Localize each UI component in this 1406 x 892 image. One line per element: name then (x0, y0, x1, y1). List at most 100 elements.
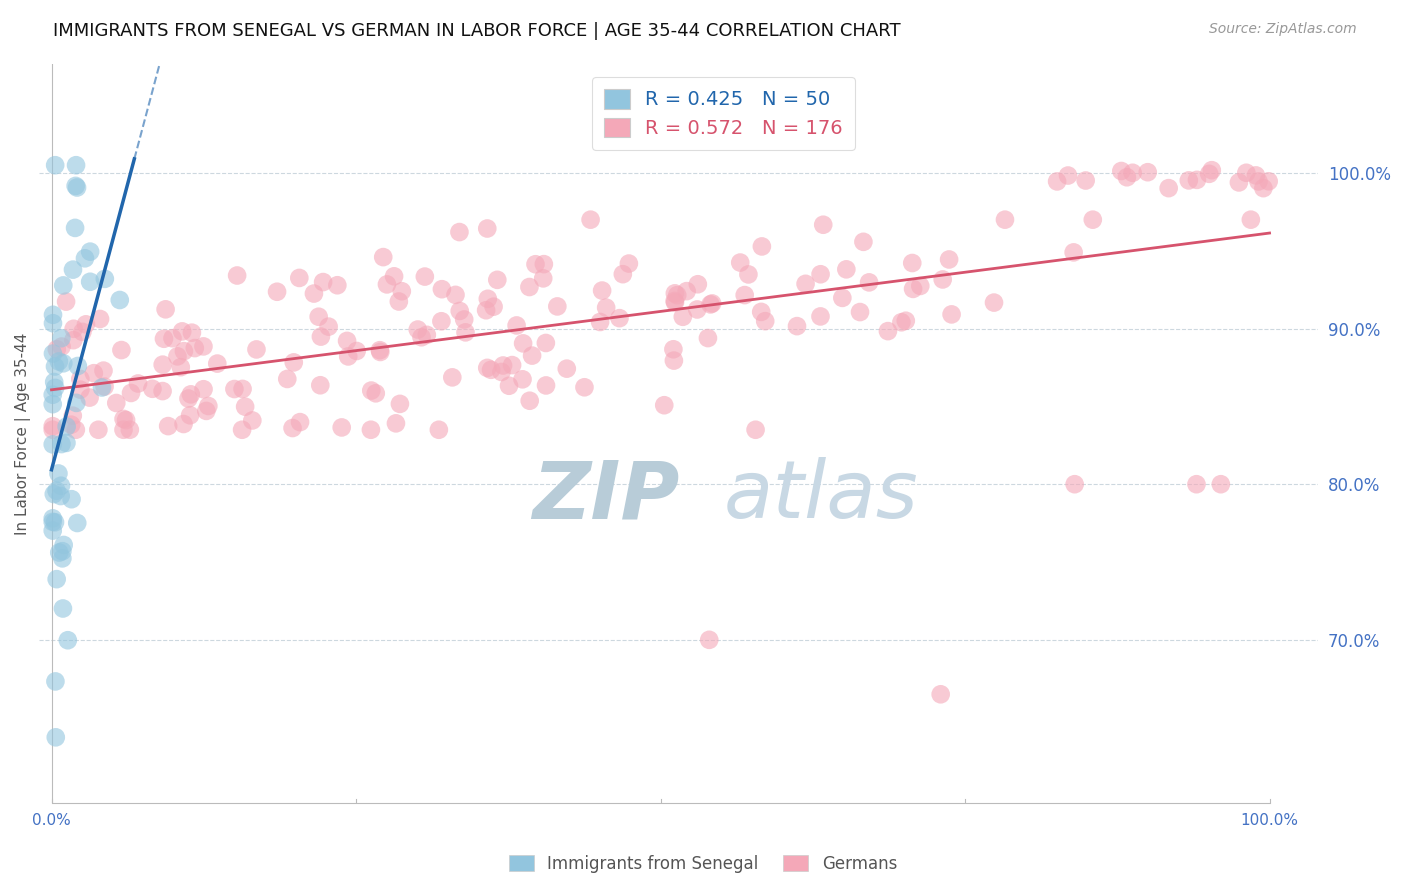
Point (112, 423, 135, 437)
Point (180, 387, 202, 401)
Point (326, 278, 349, 293)
Point (152, 358, 174, 372)
Point (662, 343, 685, 357)
Point (364, 386, 387, 401)
Point (901, 256, 924, 270)
Point (501, 358, 523, 372)
Point (534, 378, 557, 392)
Point (835, 262, 858, 277)
Point (155, 302, 177, 317)
Point (652, 398, 675, 412)
Point (195, 404, 218, 418)
Point (454, 326, 477, 340)
Point (51, 331, 73, 345)
Point (382, 269, 405, 284)
Point (512, 372, 534, 386)
Point (337, 350, 360, 364)
Point (112, 412, 135, 426)
Point (388, 294, 411, 309)
Point (697, 331, 720, 345)
Text: ZIP: ZIP (531, 458, 679, 535)
Point (89, 312, 111, 326)
Point (42, 487, 65, 501)
Point (666, 288, 689, 302)
Point (55, 419, 77, 434)
Point (734, 288, 756, 302)
Point (728, 255, 751, 269)
Point (1122, 166, 1144, 180)
Legend: R = 0.425   N = 50, R = 0.572   N = 176: R = 0.425 N = 50, R = 0.572 N = 176 (592, 77, 855, 150)
Y-axis label: In Labor Force | Age 35-44: In Labor Force | Age 35-44 (15, 333, 31, 535)
Point (1234, 166, 1257, 180)
Point (66, 180, 89, 194)
Point (534, 336, 557, 351)
Point (1247, 174, 1270, 188)
Point (42, 511, 65, 525)
Point (411, 330, 433, 344)
Text: atlas: atlas (724, 458, 918, 535)
Point (360, 423, 382, 437)
Point (94, 272, 117, 286)
Point (52, 278, 75, 293)
Point (180, 326, 202, 340)
Point (336, 334, 359, 348)
Point (591, 284, 613, 298)
Point (430, 314, 453, 328)
Point (66, 516, 89, 530)
Point (108, 293, 131, 307)
Point (62, 409, 84, 423)
Point (901, 282, 924, 296)
Point (1081, 212, 1104, 227)
Point (120, 386, 142, 401)
Point (477, 360, 499, 375)
Point (1111, 164, 1133, 178)
Point (520, 349, 543, 363)
Point (45, 343, 67, 357)
Point (318, 319, 340, 334)
Point (179, 409, 201, 423)
Point (430, 282, 453, 296)
Point (172, 325, 194, 339)
Point (813, 218, 835, 232)
Point (44, 158, 66, 172)
Point (281, 421, 304, 435)
Point (524, 257, 547, 271)
Point (589, 315, 612, 329)
Point (609, 311, 631, 326)
Text: Source: ZipAtlas.com: Source: ZipAtlas.com (1209, 22, 1357, 37)
Point (662, 353, 685, 368)
Point (751, 239, 773, 253)
Point (512, 336, 534, 351)
Point (166, 349, 188, 363)
Point (118, 423, 141, 437)
Point (42, 308, 65, 322)
Point (1074, 173, 1097, 187)
Point (193, 339, 215, 353)
Text: IMMIGRANTS FROM SENEGAL VS GERMAN IN LABOR FORCE | AGE 35-44 CORRELATION CHART: IMMIGRANTS FROM SENEGAL VS GERMAN IN LAB… (53, 22, 901, 40)
Point (83, 366, 105, 380)
Point (105, 396, 128, 410)
Point (60, 492, 83, 507)
Point (391, 284, 413, 298)
Point (42, 346, 65, 360)
Point (1185, 477, 1208, 491)
Point (193, 382, 215, 396)
Point (546, 300, 568, 314)
Point (416, 327, 439, 342)
Point (308, 310, 330, 324)
Point (702, 296, 724, 310)
Point (231, 423, 253, 437)
Point (664, 286, 686, 301)
Point (699, 297, 721, 311)
Point (79, 391, 101, 405)
Point (312, 275, 335, 289)
Point (1136, 165, 1159, 179)
Point (612, 267, 634, 281)
Point (413, 269, 436, 284)
Point (44, 359, 66, 374)
Point (346, 343, 368, 358)
Point (449, 225, 471, 239)
Point (1198, 167, 1220, 181)
Point (309, 329, 332, 343)
Point (672, 310, 695, 324)
